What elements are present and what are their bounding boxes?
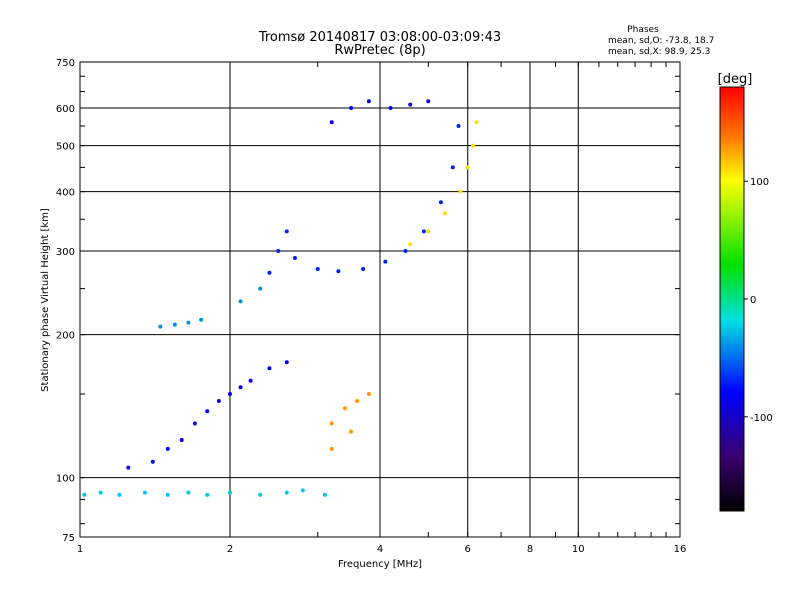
chart-subtitle: RwPretec (8p) [334, 43, 425, 58]
echo-point [172, 322, 177, 327]
echo-point [329, 446, 334, 451]
echo-point [388, 106, 393, 111]
y-tick-label: 750 [56, 58, 75, 69]
colorbar [719, 86, 745, 512]
echo-point [322, 492, 327, 497]
echo-point [199, 317, 204, 322]
echo-point [258, 492, 263, 497]
echo-point [205, 492, 210, 497]
echo-point [426, 229, 431, 234]
echo-point [456, 123, 461, 128]
echo-point [248, 378, 253, 383]
x-tick-label: 1 [77, 544, 83, 555]
y-tick-label: 400 [56, 188, 75, 199]
echo-point [276, 249, 281, 254]
y-tick-label: 300 [56, 247, 75, 258]
echo-point [336, 269, 341, 274]
echo-point [117, 492, 122, 497]
echo-point [458, 189, 463, 194]
echo-point [361, 266, 366, 271]
echo-point [349, 106, 354, 111]
echo-point [471, 143, 476, 148]
echo-point [205, 409, 210, 414]
echo-point [366, 392, 371, 397]
echo-point [186, 490, 191, 495]
y-tick-label: 600 [56, 104, 75, 115]
echo-point [342, 406, 347, 411]
x-axis-label: Frequency [MHz] [338, 559, 422, 570]
echo-point [258, 286, 263, 291]
x-tick-label: 2 [227, 544, 233, 555]
echo-point [366, 99, 371, 104]
echo-point [142, 490, 147, 495]
echo-point [403, 249, 408, 254]
echo-point [267, 270, 272, 275]
x-ticks: 1 2 4 6 8 10 16 [77, 62, 687, 555]
echo-point [165, 492, 170, 497]
echo-point [216, 399, 221, 404]
echo-point [426, 99, 431, 104]
echo-point [383, 259, 388, 264]
colorbar-tick-label: 100 [750, 177, 769, 188]
x-tick-label: 10 [572, 544, 585, 555]
echo-point [82, 492, 87, 497]
echo-point [98, 490, 103, 495]
echo-point [329, 120, 334, 125]
echo-point [465, 165, 470, 170]
y-tick-label: 100 [56, 474, 75, 485]
echo-point [474, 120, 479, 125]
y-tick-label: 200 [56, 331, 75, 342]
echo-point [284, 229, 289, 234]
x-tick-label: 8 [527, 544, 533, 555]
y-axis-label: Stationary phase Virtual Height [km] [40, 208, 51, 392]
echo-point [165, 446, 170, 451]
echo-point [355, 399, 360, 404]
echo-point [408, 242, 413, 247]
data-points [82, 99, 479, 497]
echo-point [421, 229, 426, 234]
colorbar-tick-label: -100 [750, 413, 773, 424]
echo-point [238, 385, 243, 390]
x-tick-label: 6 [465, 544, 471, 555]
chart-title: Tromsø 20140817 03:08:00-03:09:43 [258, 30, 501, 45]
echo-point [238, 299, 243, 304]
echo-point [284, 490, 289, 495]
echo-point [179, 438, 184, 443]
phase-info-title: Phases [627, 25, 659, 35]
echo-point [438, 200, 443, 205]
y-ticks: 75 100 200 300 400 500 600 750 [56, 58, 680, 544]
echo-point [349, 429, 354, 434]
echo-point [329, 421, 334, 426]
colorbar-ticks: 100 0 -100 [744, 177, 773, 424]
echo-point [408, 102, 413, 107]
echo-point [150, 459, 155, 464]
grid-lines [80, 62, 680, 537]
phase-info-o: mean, sd,O: -73.8, 18.7 [608, 36, 714, 46]
echo-point [442, 211, 447, 216]
echo-point [126, 465, 131, 470]
y-tick-label: 500 [56, 142, 75, 153]
colorbar-label: [deg] [718, 72, 753, 87]
echo-point [192, 421, 197, 426]
x-tick-label: 16 [674, 544, 687, 555]
echo-point [158, 324, 163, 329]
y-tick-label: 75 [62, 533, 75, 544]
echo-point [228, 392, 232, 397]
echo-point [292, 256, 297, 261]
colorbar-tick-label: 0 [750, 295, 756, 306]
x-tick-label: 4 [377, 544, 383, 555]
echo-point [450, 165, 455, 170]
echo-point [284, 360, 289, 365]
phase-info-x: mean, sd,X: 98.9, 25.3 [608, 47, 710, 57]
echo-point [315, 266, 320, 271]
echo-point [300, 488, 305, 493]
echo-point [267, 366, 272, 371]
echo-point [228, 490, 232, 495]
echo-point [186, 320, 191, 325]
